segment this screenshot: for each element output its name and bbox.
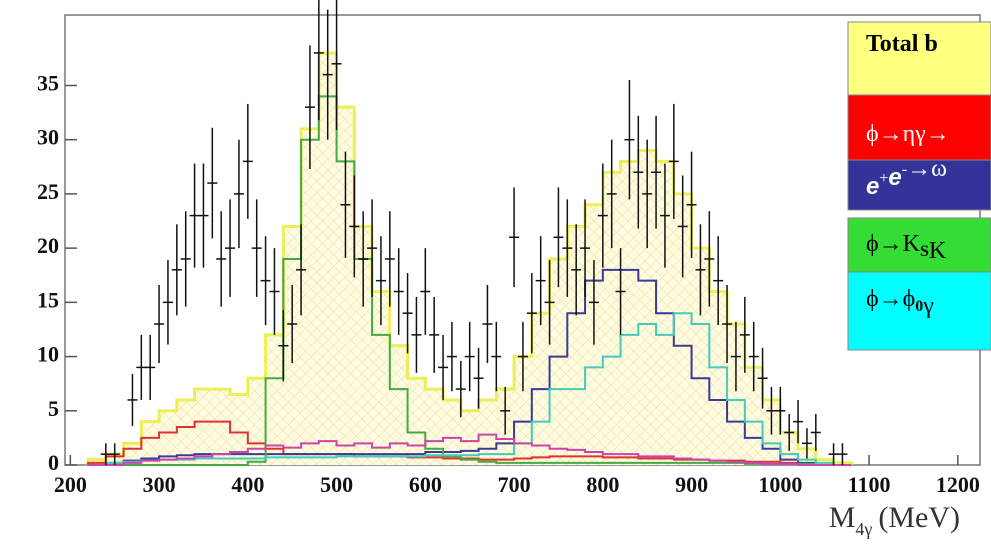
legend-label-part: - (902, 161, 907, 178)
legend-swatch (847, 21, 991, 96)
x-tick-label: 400 (231, 472, 264, 497)
legend-label-part: ϕ→ϕ (866, 286, 915, 312)
x-tick-label: 1200 (936, 472, 980, 497)
legend-label-part: ϕ→K (866, 231, 921, 257)
y-tick-label: 5 (48, 396, 59, 421)
y-tick-label: 30 (37, 125, 59, 150)
legend-swatch (847, 159, 991, 211)
histogram-step (88, 433, 852, 466)
x-label-sub: 4γ (855, 519, 872, 539)
legend-label-part: S (920, 243, 929, 260)
histogram-step (88, 268, 852, 466)
y-tick-label: 10 (37, 342, 59, 367)
legend-label-part: 0 (915, 298, 923, 315)
legend-label-part: ϕ→ηγ→ (866, 121, 950, 147)
x-tick-label: 900 (675, 472, 708, 497)
x-tick-label: 1100 (848, 472, 891, 497)
y-tick-label: 15 (37, 287, 59, 312)
x-tick-label: 800 (586, 472, 619, 497)
plot-area (65, 0, 959, 466)
x-tick-label: 500 (320, 472, 353, 497)
legend-label-part: →ω (907, 156, 947, 182)
legend-label: e+e-→ω (866, 156, 947, 201)
x-label-main: M (829, 501, 856, 534)
x-tick-label: 600 (409, 472, 442, 497)
legend-label-part: Total b (866, 31, 938, 57)
histogram-total (86, 51, 853, 465)
x-axis-label: M4γ (MeV) (829, 501, 960, 539)
x-tick-label: 300 (143, 472, 176, 497)
x-label-unit: (MeV) (878, 501, 960, 534)
x-tick-label: 200 (54, 472, 87, 497)
legend-label: Total b (866, 31, 938, 57)
y-tick-label: 25 (37, 179, 59, 204)
legend-label-part: K (929, 238, 947, 264)
legend-swatch (847, 94, 991, 161)
legend-label: ϕ→ϕ0γ (866, 286, 934, 319)
legend-label: ϕ→ηγ→ (866, 121, 950, 147)
y-tick-label: 35 (37, 71, 59, 96)
legend-label-part: + (879, 170, 888, 187)
y-tick-label: 20 (37, 233, 59, 258)
x-tick-label: 1000 (758, 472, 802, 497)
legend-swatch (847, 217, 991, 273)
legend-label-part: e (888, 164, 901, 191)
legend-swatch (847, 271, 991, 351)
x-tick-label: 700 (498, 472, 531, 497)
y-tick-label: 0 (48, 450, 59, 475)
legend-label: ϕ→KSK (866, 231, 947, 264)
legend-label-part: γ (922, 293, 934, 319)
histogram-step (88, 95, 852, 466)
legend-label-part: e (866, 173, 879, 200)
